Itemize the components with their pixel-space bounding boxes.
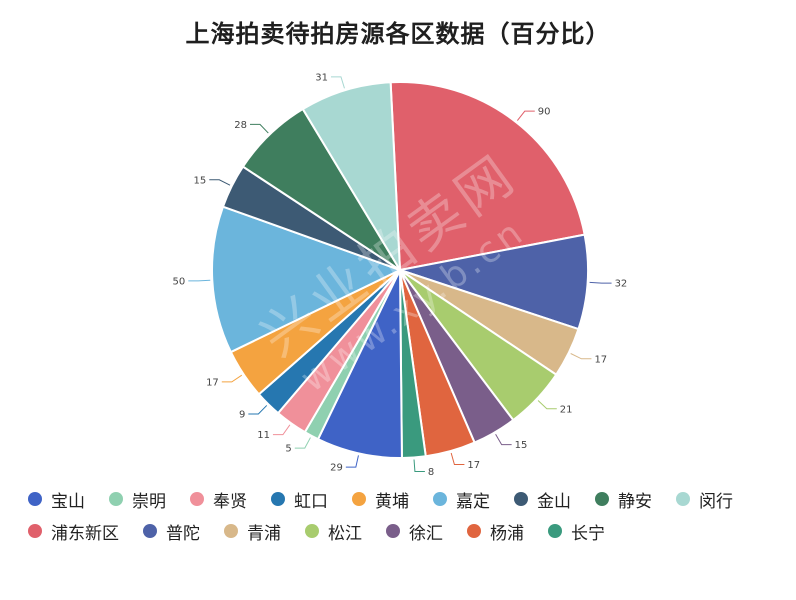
legend-dot xyxy=(433,492,447,506)
leader-line-7 xyxy=(345,455,359,468)
data-label-4: 15 xyxy=(515,440,528,451)
pie-slice-1 xyxy=(396,233,589,331)
legend-dot xyxy=(28,524,42,538)
data-label-2: 17 xyxy=(594,354,607,365)
legend-item[interactable]: 长宁 xyxy=(548,520,605,544)
data-label-3: 21 xyxy=(560,404,573,415)
legend-item[interactable]: 崇明 xyxy=(109,488,166,512)
legend-dot xyxy=(271,492,285,506)
legend-label: 金山 xyxy=(537,491,571,512)
legend-dot xyxy=(224,524,238,538)
legend-label: 闵行 xyxy=(699,491,733,512)
legend: 宝山 崇明 奉贤 虹口 黄埔 嘉定 金山 静安 闵行浦东新区 普陀 青浦 松江 徐汇 杨浦 长宁 xyxy=(28,488,788,544)
legend-label: 普陀 xyxy=(166,523,200,544)
legend-dot xyxy=(352,492,366,506)
legend-item[interactable]: 金山 xyxy=(514,488,571,512)
data-label-14: 28 xyxy=(234,120,247,131)
leader-lines xyxy=(188,76,612,472)
legend-dot xyxy=(109,492,123,506)
leader-line-12 xyxy=(188,279,211,282)
legend-label: 杨浦 xyxy=(490,523,524,544)
leader-line-3 xyxy=(537,400,557,410)
legend-item[interactable]: 静安 xyxy=(595,488,652,512)
legend-dot xyxy=(386,524,400,538)
data-label-6: 8 xyxy=(428,467,434,478)
data-label-11: 17 xyxy=(206,377,219,388)
legend-item[interactable]: 青浦 xyxy=(224,520,281,544)
data-label-7: 29 xyxy=(330,463,343,474)
legend-label: 徐汇 xyxy=(409,523,443,544)
leader-line-0 xyxy=(516,110,535,121)
legend-dot xyxy=(190,492,204,506)
legend-item[interactable]: 宝山 xyxy=(28,488,85,512)
data-label-15: 31 xyxy=(315,72,328,83)
legend-dot xyxy=(467,524,481,538)
legend-label: 静安 xyxy=(618,491,652,512)
leader-line-15 xyxy=(330,76,345,89)
legend-label: 嘉定 xyxy=(456,491,490,512)
leader-line-1 xyxy=(589,281,612,284)
leader-line-2 xyxy=(570,353,592,360)
legend-label: 崇明 xyxy=(132,491,166,512)
pie-slice-12 xyxy=(211,205,403,354)
legend-dot xyxy=(28,492,42,506)
leader-line-13 xyxy=(209,179,231,186)
legend-item[interactable]: 闵行 xyxy=(676,488,733,512)
legend-dot xyxy=(305,524,319,538)
data-label-8: 5 xyxy=(285,444,291,455)
leader-line-4 xyxy=(495,433,512,446)
leader-line-9 xyxy=(272,424,291,436)
data-label-10: 9 xyxy=(239,410,245,421)
legend-item[interactable]: 杨浦 xyxy=(467,520,524,544)
chart-title: 上海拍卖待拍房源各区数据（百分比） xyxy=(185,20,611,48)
legend-dot xyxy=(548,524,562,538)
leader-line-8 xyxy=(294,437,311,449)
legend-label: 虹口 xyxy=(294,491,328,512)
legend-label: 青浦 xyxy=(247,523,281,544)
leader-line-5 xyxy=(450,452,465,466)
data-label-13: 15 xyxy=(194,175,207,186)
legend-item[interactable]: 黄埔 xyxy=(352,488,409,512)
legend-label: 黄埔 xyxy=(375,491,409,512)
legend-label: 浦东新区 xyxy=(51,523,119,544)
legend-item[interactable]: 徐汇 xyxy=(386,520,443,544)
leader-line-11 xyxy=(221,374,243,383)
legend-label: 宝山 xyxy=(51,491,85,512)
leader-line-10 xyxy=(248,405,268,415)
leader-line-14 xyxy=(249,123,269,134)
data-labels: 90 32 17 21 15 17 8 29 5 11 9 17 50 15 28 31 xyxy=(173,72,628,478)
data-label-0: 90 xyxy=(538,107,551,118)
leader-line-6 xyxy=(413,459,425,472)
data-label-5: 17 xyxy=(467,460,480,471)
legend-label: 长宁 xyxy=(571,523,605,544)
legend-item[interactable]: 普陀 xyxy=(143,520,200,544)
legend-item[interactable]: 奉贤 xyxy=(190,488,247,512)
data-label-9: 11 xyxy=(257,430,270,441)
legend-dot xyxy=(676,492,690,506)
legend-label: 奉贤 xyxy=(213,491,247,512)
legend-label: 松江 xyxy=(328,523,362,544)
legend-item[interactable]: 嘉定 xyxy=(433,488,490,512)
legend-item[interactable]: 浦东新区 xyxy=(28,520,119,544)
legend-dot xyxy=(143,524,157,538)
pie-slice-15 xyxy=(301,81,401,271)
pie-slices xyxy=(211,81,589,460)
legend-dot xyxy=(514,492,528,506)
legend-dot xyxy=(595,492,609,506)
legend-item[interactable]: 松江 xyxy=(305,520,362,544)
data-label-12: 50 xyxy=(173,276,186,287)
data-label-1: 32 xyxy=(615,279,628,290)
legend-item[interactable]: 虹口 xyxy=(271,488,328,512)
pie-slice-0 xyxy=(389,81,586,272)
